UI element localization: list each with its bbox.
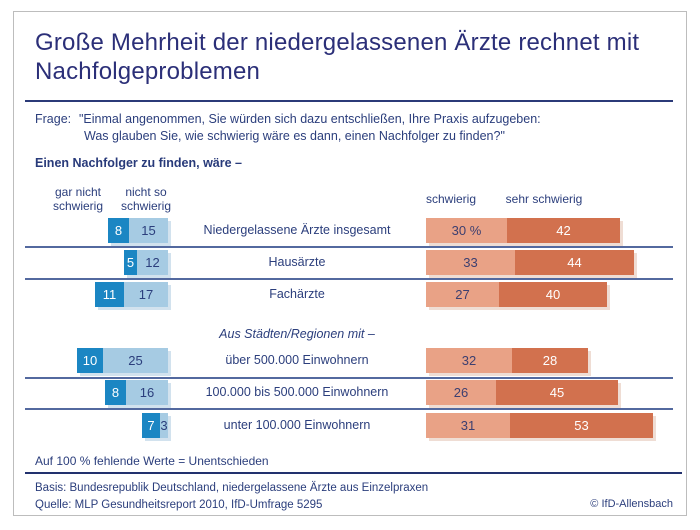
question-line-2: Was glauben Sie, wie schwierig wäre es d… [84, 128, 505, 143]
bar-sehr-schwierig: 45 [496, 380, 618, 405]
bar-nicht-so-schwierig: 15 [129, 218, 168, 243]
row-label: Hausärzte [268, 255, 326, 269]
copyright: © IfD-Allensbach [590, 498, 673, 510]
bar-sehr-schwierig: 44 [515, 250, 634, 275]
bar-gar-nicht-schwierig: 7 [142, 413, 160, 438]
bar-group-right: 27 40 [426, 282, 607, 307]
footer-divider [25, 472, 682, 474]
bar-sehr-schwierig: 28 [512, 348, 588, 373]
page-title: Große Mehrheit der niedergelassenen Ärzt… [35, 29, 640, 85]
bar-sehr-schwierig: 40 [499, 282, 607, 307]
row-separator [25, 246, 673, 248]
bar-nicht-so-schwierig: 25 [103, 348, 168, 373]
bar-nicht-so-schwierig: 16 [126, 380, 168, 405]
row-label: Niedergelassene Ärzte insgesamt [203, 223, 391, 237]
bar-gar-nicht-schwierig: 11 [95, 282, 124, 307]
footer-basis: Basis: Bundesrepublik Deutschland, niede… [35, 482, 429, 494]
bar-group-right: 30 % 42 [426, 218, 620, 243]
section-header: Aus Städten/Regionen mit – [219, 327, 375, 341]
question-line-1: "Einmal angenommen, Sie würden sich dazu… [79, 112, 541, 126]
chart-row: 8 16 100.000 bis 500.000 Einwohnern 26 4… [14, 380, 686, 405]
survey-question: Frage: "Einmal angenommen, Sie würden si… [35, 111, 655, 144]
chart-row: 5 12 Hausärzte 33 44 [14, 250, 686, 275]
bar-sehr-schwierig: 42 [507, 218, 620, 243]
bar-nicht-so-schwierig: 3 [160, 413, 168, 438]
row-label: Fachärzte [269, 287, 325, 301]
bar-group-left: 10 25 [77, 348, 168, 373]
row-label: 100.000 bis 500.000 Einwohnern [205, 385, 389, 399]
bar-group-left: 5 12 [124, 250, 168, 275]
bar-schwierig: 31 [426, 413, 510, 438]
bar-sehr-schwierig: 53 [510, 413, 653, 438]
bar-gar-nicht-schwierig: 8 [105, 380, 126, 405]
bar-group-left: 8 15 [108, 218, 168, 243]
legend-sehr-schwierig: sehr schwierig [505, 192, 583, 206]
chart-subtitle: Einen Nachfolger zu finden, wäre – [35, 156, 242, 170]
question-prefix: Frage: [35, 112, 72, 126]
legend-nicht-so-schwierig: nicht so schwierig [120, 185, 171, 213]
bar-group-left: 11 17 [95, 282, 168, 307]
bar-group-left: 7 3 [142, 413, 168, 438]
bar-nicht-so-schwierig: 17 [124, 282, 168, 307]
chart-row: 10 25 über 500.000 Einwohnern 32 28 [14, 348, 686, 373]
bar-gar-nicht-schwierig: 10 [77, 348, 103, 373]
footer-source: Quelle: MLP Gesundheitsreport 2010, IfD-… [35, 499, 323, 511]
row-label: unter 100.000 Einwohnern [223, 418, 371, 432]
title-divider [25, 100, 673, 102]
bar-group-right: 33 44 [426, 250, 634, 275]
bar-nicht-so-schwierig: 12 [137, 250, 168, 275]
chart-frame: Große Mehrheit der niedergelassenen Ärzt… [13, 11, 687, 516]
bar-group-left: 8 16 [105, 380, 168, 405]
legend-gar-nicht-schwierig: gar nicht schwierig [52, 185, 103, 213]
chart-row: 11 17 Fachärzte 27 40 [14, 282, 686, 307]
bar-group-right: 31 53 [426, 413, 653, 438]
row-separator [25, 278, 673, 280]
bar-schwierig: 27 [426, 282, 499, 307]
chart-row: 7 3 unter 100.000 Einwohnern 31 53 [14, 413, 686, 438]
bar-gar-nicht-schwierig: 8 [108, 218, 129, 243]
bar-schwierig: 33 [426, 250, 515, 275]
bar-group-right: 32 28 [426, 348, 588, 373]
bar-schwierig: 26 [426, 380, 496, 405]
row-separator [25, 408, 673, 410]
bar-schwierig: 30 % [426, 218, 507, 243]
row-separator [25, 377, 673, 379]
bar-schwierig: 32 [426, 348, 512, 373]
question-text: "Einmal angenommen, Sie würden sich dazu… [79, 111, 541, 144]
row-label: über 500.000 Einwohnern [225, 353, 369, 367]
chart-row: 8 15 Niedergelassene Ärzte insgesamt 30 … [14, 218, 686, 243]
footnote: Auf 100 % fehlende Werte = Unentschieden [35, 454, 269, 468]
legend-schwierig: schwierig [425, 192, 476, 206]
bar-gar-nicht-schwierig: 5 [124, 250, 137, 275]
bar-group-right: 26 45 [426, 380, 618, 405]
